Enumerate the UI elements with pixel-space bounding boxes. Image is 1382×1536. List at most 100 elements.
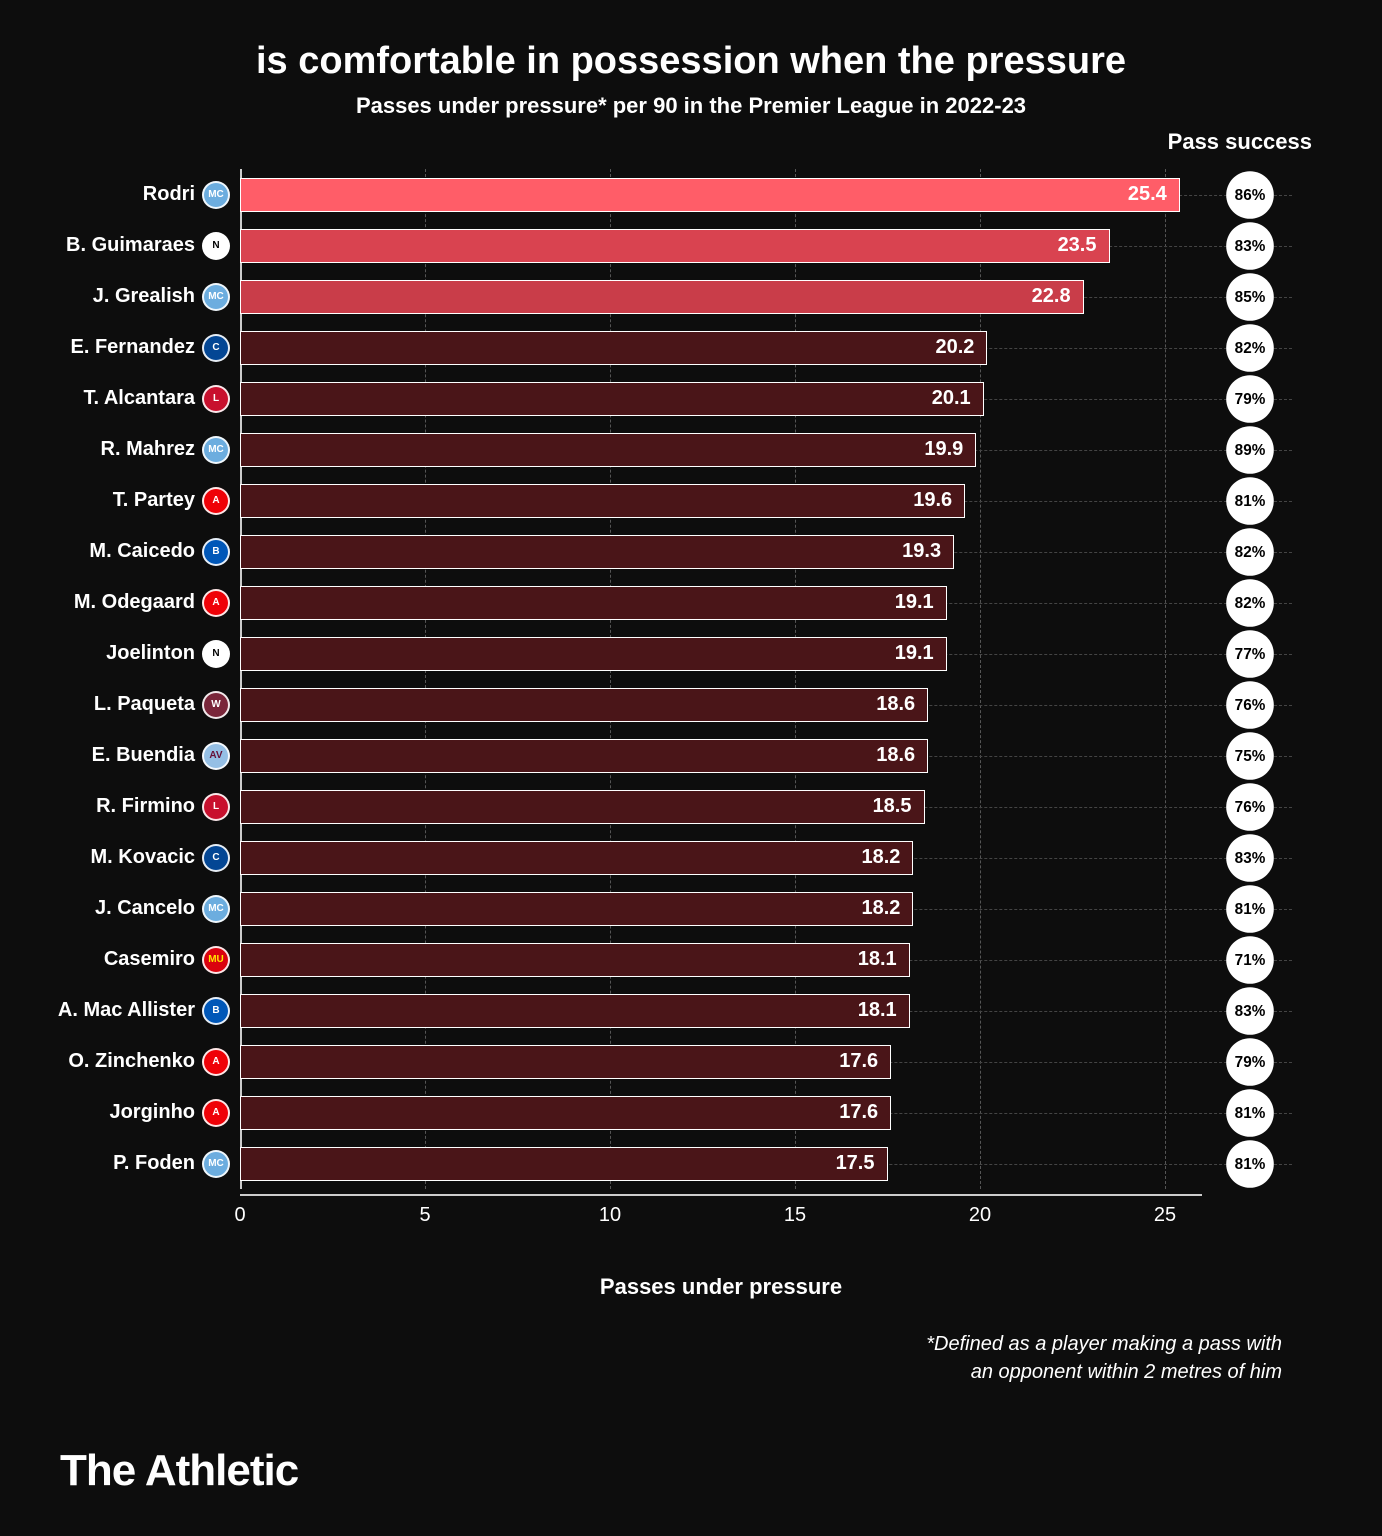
bar-track: 20.2	[240, 331, 1202, 365]
chart-title: is comfortable in possession when the pr…	[60, 40, 1322, 83]
bar-track: 17.6	[240, 1096, 1202, 1130]
team-badge-icon: MU	[202, 946, 230, 974]
bar: 19.1	[240, 586, 947, 620]
x-tick: 25	[1154, 1204, 1176, 1227]
bar-row: P. FodenMC17.581%	[240, 1138, 1202, 1189]
bar-row: CasemiroMU18.171%	[240, 934, 1202, 985]
x-tick: 10	[599, 1204, 621, 1227]
bar-row: O. ZinchenkoA17.679%	[240, 1036, 1202, 1087]
bar-row: T. ParteyA19.681%	[240, 475, 1202, 526]
bar: 20.2	[240, 331, 987, 365]
player-name: M. Odegaard	[74, 591, 195, 614]
x-tick: 20	[969, 1204, 991, 1227]
player-name: R. Firmino	[96, 795, 195, 818]
bar-row: M. OdegaardA19.182%	[240, 577, 1202, 628]
player-name: B. Guimaraes	[66, 234, 195, 257]
bar-track: 17.5	[240, 1147, 1202, 1181]
pass-success-pill: 76%	[1226, 681, 1274, 729]
team-badge-icon: L	[202, 793, 230, 821]
bar-track: 17.6	[240, 1045, 1202, 1079]
bar-row: R. MahrezMC19.989%	[240, 424, 1202, 475]
pass-success-pill: 71%	[1226, 936, 1274, 984]
player-name: T. Partey	[113, 489, 195, 512]
team-badge-icon: MC	[202, 1150, 230, 1178]
bar-track: 23.5	[240, 229, 1202, 263]
team-badge-icon: MC	[202, 895, 230, 923]
player-name: P. Foden	[113, 1152, 195, 1175]
bar-rows: RodriMC25.486%B. GuimaraesN23.583%J. Gre…	[240, 169, 1202, 1189]
bar-track: 19.9	[240, 433, 1202, 467]
team-badge-icon: MC	[202, 436, 230, 464]
player-name: Jorginho	[109, 1101, 195, 1124]
bar: 17.6	[240, 1096, 891, 1130]
pass-success-pill: 85%	[1226, 273, 1274, 321]
player-name: M. Kovacic	[91, 846, 195, 869]
bar-row: A. Mac AllisterB18.183%	[240, 985, 1202, 1036]
bar: 25.4	[240, 178, 1180, 212]
pass-success-pill: 81%	[1226, 1140, 1274, 1188]
x-tick: 15	[784, 1204, 806, 1227]
team-badge-icon: B	[202, 997, 230, 1025]
bar: 18.6	[240, 739, 928, 773]
bar-row: E. BuendiaAV18.675%	[240, 730, 1202, 781]
x-tick: 0	[234, 1204, 245, 1227]
team-badge-icon: W	[202, 691, 230, 719]
team-badge-icon: MC	[202, 181, 230, 209]
team-badge-icon: A	[202, 487, 230, 515]
player-name: J. Cancelo	[95, 897, 195, 920]
bar-row: J. GrealishMC22.885%	[240, 271, 1202, 322]
bar: 19.6	[240, 484, 965, 518]
bar-track: 19.1	[240, 637, 1202, 671]
bar: 18.2	[240, 892, 913, 926]
team-badge-icon: N	[202, 232, 230, 260]
team-badge-icon: A	[202, 1099, 230, 1127]
bar-row: JoelintonN19.177%	[240, 628, 1202, 679]
bar: 19.1	[240, 637, 947, 671]
bar: 19.3	[240, 535, 954, 569]
bar: 19.9	[240, 433, 976, 467]
x-axis: 0510152025	[240, 1194, 1202, 1234]
bar: 18.6	[240, 688, 928, 722]
bar-row: J. CanceloMC18.281%	[240, 883, 1202, 934]
footnote-line1: *Defined as a player making a pass with	[926, 1333, 1282, 1355]
pass-success-pill: 83%	[1226, 834, 1274, 882]
team-badge-icon: B	[202, 538, 230, 566]
bar-row: M. KovacicC18.283%	[240, 832, 1202, 883]
team-badge-icon: L	[202, 385, 230, 413]
bar: 18.2	[240, 841, 913, 875]
bar-row: B. GuimaraesN23.583%	[240, 220, 1202, 271]
brand-logo: The Athletic	[60, 1446, 298, 1496]
team-badge-icon: A	[202, 1048, 230, 1076]
player-name: Casemiro	[104, 948, 195, 971]
bar-track: 22.8	[240, 280, 1202, 314]
pass-success-pill: 76%	[1226, 783, 1274, 831]
pass-success-pill: 82%	[1226, 528, 1274, 576]
player-name: O. Zinchenko	[68, 1050, 195, 1073]
bar-track: 20.1	[240, 382, 1202, 416]
bar: 20.1	[240, 382, 984, 416]
pass-success-pill: 82%	[1226, 579, 1274, 627]
bar-track: 18.1	[240, 994, 1202, 1028]
pass-success-pill: 81%	[1226, 1089, 1274, 1137]
bar-track: 18.2	[240, 841, 1202, 875]
pass-success-pill: 89%	[1226, 426, 1274, 474]
team-badge-icon: A	[202, 589, 230, 617]
bar-track: 18.6	[240, 739, 1202, 773]
pass-success-pill: 83%	[1226, 987, 1274, 1035]
pass-success-pill: 77%	[1226, 630, 1274, 678]
footnote-line2: an opponent within 2 metres of him	[971, 1361, 1282, 1383]
team-badge-icon: C	[202, 844, 230, 872]
bar-row: JorginhoA17.681%	[240, 1087, 1202, 1138]
pass-success-pill: 75%	[1226, 732, 1274, 780]
bar: 23.5	[240, 229, 1110, 263]
bar-track: 18.6	[240, 688, 1202, 722]
chart-subtitle: Passes under pressure* per 90 in the Pre…	[60, 93, 1322, 119]
bar-row: RodriMC25.486%	[240, 169, 1202, 220]
x-tick: 5	[419, 1204, 430, 1227]
player-name: Rodri	[143, 183, 195, 206]
success-header: Pass success	[1168, 129, 1312, 155]
pass-success-pill: 83%	[1226, 222, 1274, 270]
bar-row: M. CaicedoB19.382%	[240, 526, 1202, 577]
player-name: E. Fernandez	[71, 336, 195, 359]
pass-success-pill: 81%	[1226, 885, 1274, 933]
